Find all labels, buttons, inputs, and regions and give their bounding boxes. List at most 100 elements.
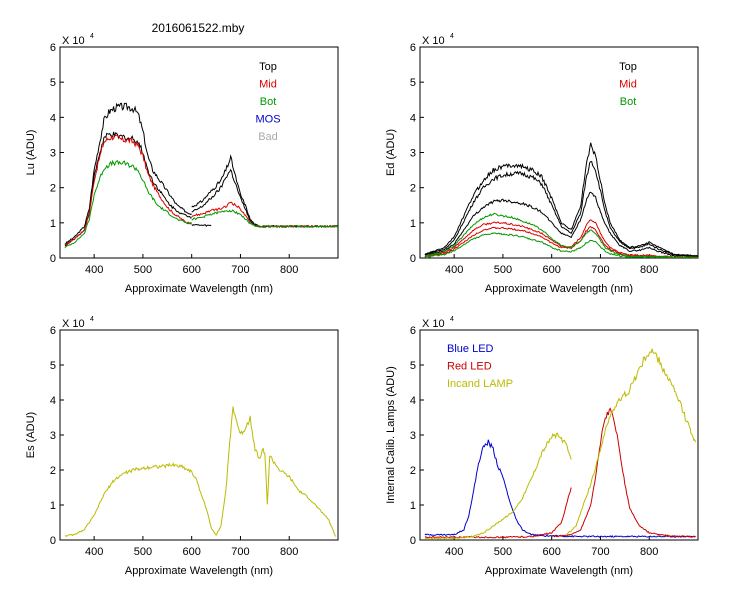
legend-entry: Red LED xyxy=(447,361,492,373)
y-tick-label: 6 xyxy=(410,325,416,337)
legend-entry: Blue LED xyxy=(447,343,494,355)
x-tick-label: 400 xyxy=(85,264,103,276)
y-tick-label: 2 xyxy=(410,183,416,195)
series-line-bot xyxy=(424,232,698,258)
chart-panel-2: 0 1 2 3 4 5 6 400 500 600 700 800 X 10 4 Approximate W… xyxy=(25,316,339,577)
y-tick-label: 4 xyxy=(410,395,416,407)
x-axis-label: Approximate Wavelength (nm) xyxy=(125,565,273,577)
x-tick-label: 400 xyxy=(445,264,463,276)
y-multiplier-label: X 10 xyxy=(62,318,85,330)
y-tick-label: 6 xyxy=(410,42,416,54)
y-multiplier-exponent: 4 xyxy=(450,33,454,40)
x-tick-label: 500 xyxy=(494,546,512,558)
series-line-mid xyxy=(191,201,338,229)
y-tick-label: 2 xyxy=(50,183,56,195)
series-line-top xyxy=(424,191,698,258)
x-tick-label: 800 xyxy=(280,264,298,276)
x-tick-label: 500 xyxy=(494,264,512,276)
y-tick-label: 3 xyxy=(410,148,416,160)
y-tick-label: 0 xyxy=(410,535,416,547)
x-axis-label: Approximate Wavelength (nm) xyxy=(485,565,633,577)
x-tick-label: 700 xyxy=(591,264,609,276)
y-tick-label: 4 xyxy=(50,395,56,407)
plot-frame xyxy=(419,46,699,259)
y-axis-label: Internal Calib. Lamps (ADU) xyxy=(385,366,397,504)
x-tick-label: 800 xyxy=(640,264,658,276)
series-line-blue-led xyxy=(424,439,696,538)
x-tick-label: 600 xyxy=(183,546,201,558)
series-line-bot xyxy=(191,209,338,228)
y-tick-label: 3 xyxy=(410,430,416,442)
x-tick-label: 700 xyxy=(231,264,249,276)
series-line-top xyxy=(64,102,192,245)
y-tick-label: 1 xyxy=(50,500,56,512)
legend-entry: Incand LAMP xyxy=(447,378,513,390)
series-line-bot xyxy=(424,212,698,258)
y-tick-label: 5 xyxy=(50,360,56,372)
x-axis-label: Approximate Wavelength (nm) xyxy=(485,283,633,295)
x-tick-label: 500 xyxy=(134,546,152,558)
series-line-mid xyxy=(64,134,193,246)
chart-panel-0: 0 1 2 3 4 5 6 400 500 600 700 800 X 10 4 Approximate W… xyxy=(25,33,339,295)
y-tick-label: 4 xyxy=(410,112,416,124)
y-tick-label: 5 xyxy=(410,77,416,89)
y-axis-label: Ed (ADU) xyxy=(385,129,397,176)
legend-entry: Top xyxy=(259,61,277,73)
y-tick-label: 3 xyxy=(50,148,56,160)
x-tick-label: 400 xyxy=(85,546,103,558)
x-tick-label: 700 xyxy=(591,546,609,558)
series-line-red-led xyxy=(551,407,696,538)
y-multiplier-label: X 10 xyxy=(422,35,445,47)
y-tick-label: 3 xyxy=(50,430,56,442)
y-tick-label: 4 xyxy=(50,112,56,124)
series-line-top xyxy=(191,223,212,227)
series-line-top xyxy=(424,160,698,258)
chart-panel-3: 0 1 2 3 4 5 6 400 500 600 700 800 X 10 4 Approximate W… xyxy=(385,316,699,577)
legend-entry: Bot xyxy=(620,96,637,108)
y-tick-label: 1 xyxy=(410,500,416,512)
x-tick-label: 700 xyxy=(231,546,249,558)
legend-entry: Bot xyxy=(260,96,277,108)
x-tick-label: 500 xyxy=(134,264,152,276)
series-line-top xyxy=(64,131,192,247)
x-tick-label: 800 xyxy=(280,546,298,558)
x-tick-label: 600 xyxy=(183,264,201,276)
series-line-incand-lamp xyxy=(424,432,572,540)
x-tick-label: 400 xyxy=(445,546,463,558)
series-line-mid xyxy=(424,225,698,258)
y-tick-label: 0 xyxy=(50,535,56,547)
series-line-red-led xyxy=(424,487,572,539)
y-multiplier-exponent: 4 xyxy=(90,316,94,323)
legend-entry: Top xyxy=(619,61,637,73)
x-tick-label: 800 xyxy=(640,546,658,558)
legend-entry: Mid xyxy=(619,79,637,91)
legend-entry: Bad xyxy=(258,131,278,143)
legend-entry: MOS xyxy=(255,114,280,126)
y-tick-label: 0 xyxy=(410,253,416,265)
series-line-top xyxy=(424,142,698,258)
series-line-incand-lamp xyxy=(565,348,697,536)
plot-frame xyxy=(59,329,339,541)
y-tick-label: 1 xyxy=(50,218,56,230)
x-tick-label: 600 xyxy=(543,264,561,276)
y-tick-label: 1 xyxy=(410,218,416,230)
y-tick-label: 6 xyxy=(50,325,56,337)
y-axis-label: Es (ADU) xyxy=(25,412,37,458)
x-tick-label: 600 xyxy=(543,546,561,558)
y-tick-label: 0 xyxy=(50,253,56,265)
y-multiplier-label: X 10 xyxy=(422,318,445,330)
y-multiplier-exponent: 4 xyxy=(90,33,94,40)
y-tick-label: 6 xyxy=(50,42,56,54)
x-axis-label: Approximate Wavelength (nm) xyxy=(125,283,273,295)
page-title: 2016061522.mby xyxy=(152,21,245,35)
series-line-es xyxy=(64,406,337,537)
series-line-bot xyxy=(64,159,193,249)
y-axis-label: Lu (ADU) xyxy=(25,130,37,176)
y-tick-label: 5 xyxy=(50,77,56,89)
y-multiplier-label: X 10 xyxy=(62,35,85,47)
y-multiplier-exponent: 4 xyxy=(450,316,454,323)
chart-panel-1: 0 1 2 3 4 5 6 400 500 600 700 800 X 10 4 Approximate W… xyxy=(385,33,699,295)
y-tick-label: 2 xyxy=(50,465,56,477)
